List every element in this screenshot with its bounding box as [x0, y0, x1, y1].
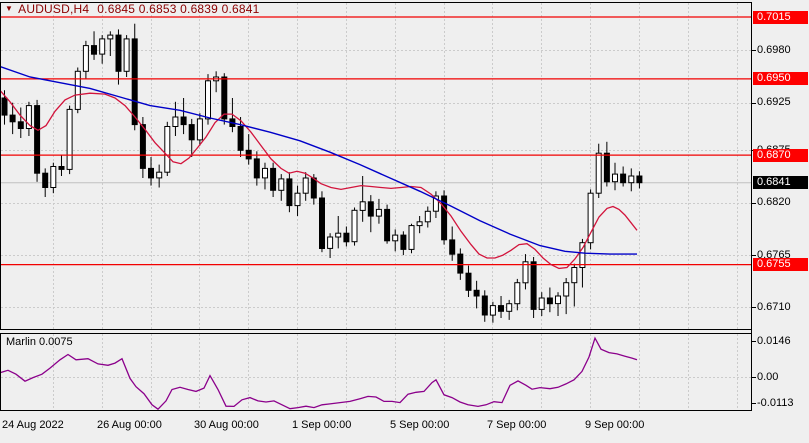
- symbol-marker-icon: ▼: [5, 4, 14, 13]
- time-axis-label[interactable]: 24 Aug 2022: [2, 419, 64, 431]
- indicator-tick-label: 0.00: [757, 371, 779, 383]
- price-level-badge: 0.6950: [753, 72, 808, 85]
- ma-slow-blue-line: [1, 66, 637, 255]
- main-price-panel[interactable]: [0, 16, 751, 323]
- price-tick-label: 0.6925: [757, 96, 791, 108]
- support-resistance-lines[interactable]: [0, 16, 751, 266]
- price-level-badge: 0.7015: [753, 11, 808, 24]
- marlin-indicator-panel[interactable]: [0, 336, 638, 410]
- price-level-badge: 0.6755: [753, 258, 808, 271]
- time-axis-label[interactable]: 1 Sep 00:00: [292, 419, 352, 431]
- time-axis-label[interactable]: 26 Aug 00:00: [97, 419, 162, 431]
- chart-ohlc-quotes: 0.6845 0.6853 0.6839 0.6841: [97, 2, 260, 16]
- price-tick-label: 0.6820: [757, 196, 791, 208]
- price-tick-label: 0.6980: [757, 44, 791, 56]
- candlesticks: [1, 23, 643, 323]
- indicator-tick-label: -0.0113: [757, 397, 794, 409]
- time-axis-label[interactable]: 30 Aug 00:00: [194, 419, 259, 431]
- marlin-line: [1, 336, 638, 410]
- indicator-tick-label: 0.0146: [757, 335, 791, 347]
- ma-fast-red-line: [1, 90, 638, 270]
- chart-symbol-period: AUDUSD,H4: [18, 2, 90, 16]
- bid-price-badge: 0.6841: [753, 176, 808, 189]
- time-axis-label[interactable]: 9 Sep 00:00: [585, 419, 645, 431]
- price-level-badge: 0.6870: [753, 149, 808, 162]
- gridlines: [1, 3, 751, 410]
- price-tick-label: 0.6710: [757, 301, 791, 313]
- time-axis-label[interactable]: 7 Sep 00:00: [487, 419, 547, 431]
- panel-frame: [0, 2, 752, 411]
- chart-title: ▼ AUDUSD,H4 0.6845 0.6853 0.6839 0.6841: [5, 2, 260, 16]
- time-axis-label[interactable]: 5 Sep 00:00: [390, 419, 450, 431]
- indicator-label: Marlin 0.0075: [6, 336, 73, 348]
